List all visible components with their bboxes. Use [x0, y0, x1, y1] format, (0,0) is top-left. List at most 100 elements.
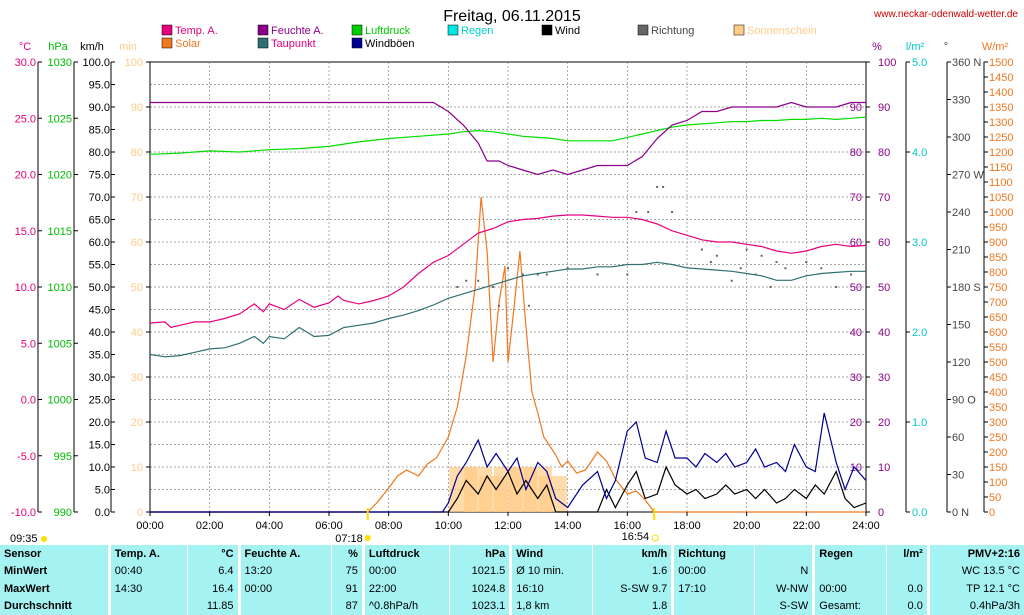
stats-cell: 1021.5 [448, 562, 511, 580]
temp-axis-tick-label: 0.0 [21, 395, 36, 407]
stats-cell [671, 597, 755, 615]
direction-point [635, 211, 638, 213]
stats-header: km/h [591, 545, 673, 563]
direction-point [745, 248, 748, 251]
direction-axis-tick-label: 150 [952, 320, 970, 332]
solar-axis-tick-label: 1500 [989, 57, 1013, 69]
direction-point [507, 267, 509, 270]
direction-point [465, 279, 468, 282]
solar-axis-tick-label: 50 [989, 492, 1001, 504]
direction-point [709, 261, 712, 263]
direction-point [662, 186, 665, 188]
temp-axis-tick-label: 15.0 [15, 226, 36, 238]
humidity-inner-tick-label: 80 [850, 147, 862, 159]
stats-row-min: MinWert 00:40 6.4 13:20 75 00:00 1021.5 … [0, 562, 1024, 580]
direction-axis-tick-label: 240 [952, 207, 970, 219]
solar-axis-tick-label: 100 [989, 477, 1007, 489]
stats-cell: 0.4hPa/3h [926, 597, 1024, 615]
wind-axis-tick-label: 70.0 [89, 192, 110, 204]
wind-axis-tick-label: 80.0 [89, 147, 110, 159]
solar-axis-tick-label: 1200 [989, 147, 1013, 159]
stats-cell: 00:00 [812, 580, 887, 598]
x-tick-label: 02:00 [196, 520, 224, 532]
sunrise-icon [364, 535, 371, 541]
humidity-axis-tick-label: 20 [878, 417, 890, 429]
stats-header-row: Sensor Temp. A. °C Feuchte A. % Luftdruc… [0, 545, 1024, 563]
x-tick-label: 24:00 [852, 520, 880, 532]
stats-cell: S-SW 9.7 [591, 580, 673, 598]
x-tick-label: 06:00 [315, 520, 343, 532]
sun-markers: 07:18 16:54 09:35 [10, 508, 659, 545]
stats-cell: 00:00 [237, 580, 332, 598]
axis-unit-label: min [119, 41, 137, 53]
solar-axis-tick-label: 1050 [989, 192, 1013, 204]
stats-header: °C [186, 545, 240, 563]
sun-axis-tick-label: 0 [137, 507, 143, 519]
sun-axis-tick-label: 40 [131, 327, 143, 339]
wind-axis-tick-label: 35.0 [89, 350, 110, 362]
legend-label: Wind [555, 25, 580, 37]
rain-axis-tick-label: 3.0 [912, 237, 927, 249]
direction-point [498, 304, 501, 307]
axis-unit-label: W/m² [982, 41, 1009, 53]
direction-axis-tick-label: 210 [952, 245, 970, 257]
axis-unit-label: °C [19, 41, 31, 53]
temp-a-line [149, 214, 867, 329]
solar-axis-tick-label: 1400 [989, 87, 1013, 99]
stats-cell: Gesamt: [812, 597, 887, 615]
sun-axis-tick-label: 10 [131, 462, 143, 474]
wind-axis-tick-label: 5.0 [95, 485, 110, 497]
solar-axis-tick-label: 900 [989, 237, 1007, 249]
legend-swatch [351, 24, 363, 36]
stats-cell [107, 597, 188, 615]
stats-cell: 16:10 [509, 580, 593, 598]
direction-point [739, 267, 742, 270]
direction-point [715, 254, 718, 257]
axis-unit-label: ° [944, 41, 948, 53]
website-link[interactable]: www.neckar-odenwald-wetter.de [873, 9, 1018, 20]
direction-point [477, 279, 480, 282]
wind-axis-tick-label: 55.0 [89, 260, 110, 272]
humidity-axis-tick-label: 40 [878, 327, 890, 339]
humidity-axis-tick-label: 60 [878, 237, 890, 249]
stats-label: Durchschnitt [4, 600, 72, 613]
stats-header: Luftdruck [361, 545, 450, 563]
axis-unit-label: l/m² [906, 41, 925, 53]
sun-axis-tick-label: 100 [125, 57, 143, 69]
stats-cell: 1024.8 [448, 580, 511, 598]
solar-axis-tick-label: 1300 [989, 117, 1013, 129]
solar-axis-tick-label: 150 [989, 462, 1007, 474]
solar-axis-tick-label: 550 [989, 342, 1007, 354]
corner-time: 09:35 [10, 533, 38, 545]
sun-axis-tick-label: 60 [131, 237, 143, 249]
stats-cell: 13:20 [237, 562, 332, 580]
legend-swatch [637, 24, 649, 36]
legend: Temp. A. Feuchte A. Luftdruck Regen Wind Rich… [161, 24, 817, 50]
temp-axis-tick-label: 20.0 [15, 170, 36, 182]
chart-title: Freitag, 06.11.2015 [443, 8, 581, 25]
direction-point [527, 304, 530, 307]
sunshine-bar [538, 476, 567, 512]
x-tick-label: 12:00 [494, 520, 522, 532]
temp-axis-tick-label: 5.0 [21, 338, 36, 350]
x-tick-label: 10:00 [435, 520, 463, 532]
x-tick-label: 00:00 [136, 520, 164, 532]
temp-axis-tick-label: -5.0 [17, 451, 36, 463]
stats-header: % [331, 545, 364, 563]
legend-label: Richtung [651, 25, 694, 37]
solar-axis-tick-label: 800 [989, 267, 1007, 279]
legend-swatch [257, 24, 269, 36]
wind-line [150, 465, 867, 513]
pressure-axis-tick-label: 995 [54, 451, 72, 463]
sunrise-time: 07:18 [335, 533, 363, 545]
direction-point [820, 267, 823, 270]
left-axes: 30.025.020.015.010.05.00.0-5.0-10.010301… [11, 57, 151, 519]
temp-axis-tick-label: 25.0 [15, 113, 36, 125]
wind-axis-tick-label: 75.0 [89, 170, 110, 182]
windb-en-line [150, 412, 867, 513]
direction-point [835, 286, 838, 288]
rain-axis-tick-label: 4.0 [912, 147, 927, 159]
stats-cell: W-NW [753, 580, 814, 598]
legend-swatch [447, 24, 459, 36]
legend-swatch [733, 24, 745, 36]
